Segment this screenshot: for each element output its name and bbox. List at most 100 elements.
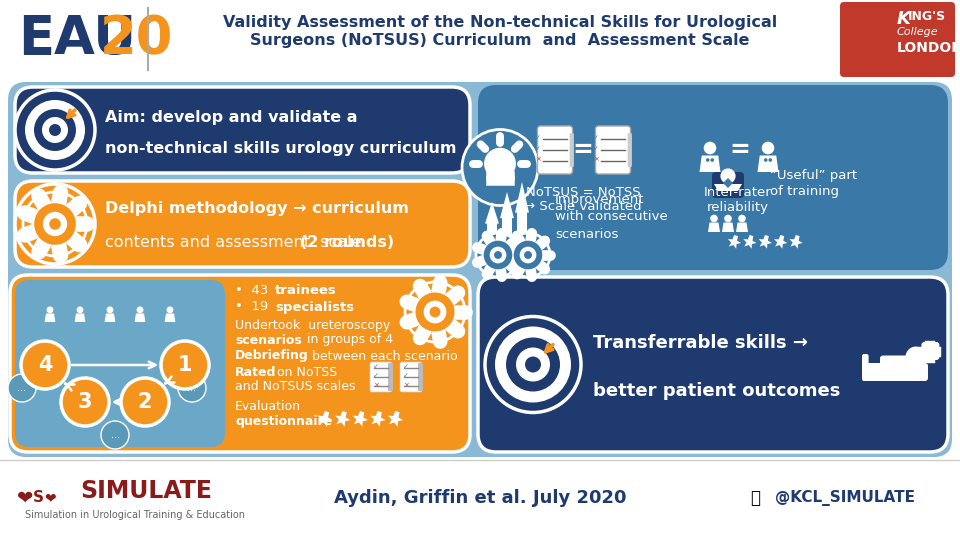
Polygon shape [318, 411, 333, 427]
Text: Simulation in Urological Training & Education: Simulation in Urological Training & Educ… [25, 510, 245, 520]
Text: specialists: specialists [275, 300, 354, 314]
Text: ✓: ✓ [373, 373, 379, 379]
Circle shape [485, 316, 581, 413]
Text: Rated: Rated [235, 366, 276, 379]
FancyBboxPatch shape [10, 275, 470, 452]
Circle shape [484, 148, 516, 180]
FancyBboxPatch shape [8, 82, 952, 457]
Text: in groups of 4: in groups of 4 [303, 334, 394, 347]
Text: Validity Assessment of the Non-technical Skills for Urological: Validity Assessment of the Non-technical… [223, 15, 778, 30]
Text: Surgeons (NoTSUS) Curriculum  and  Assessment Scale: Surgeons (NoTSUS) Curriculum and Assessm… [251, 32, 750, 48]
Text: trainees: trainees [275, 284, 337, 296]
Circle shape [495, 327, 571, 402]
Text: ...: ... [110, 430, 119, 440]
FancyBboxPatch shape [569, 133, 574, 167]
Polygon shape [44, 313, 56, 322]
FancyBboxPatch shape [418, 363, 423, 391]
Text: Transferrable skills →: Transferrable skills → [593, 334, 808, 353]
Circle shape [49, 124, 61, 136]
Circle shape [178, 374, 206, 402]
Polygon shape [774, 235, 787, 249]
Text: → Scale validated: → Scale validated [524, 200, 642, 213]
Text: 1: 1 [178, 355, 192, 375]
Text: scenarios: scenarios [555, 227, 618, 240]
Circle shape [23, 192, 87, 256]
Text: between each scenario: between each scenario [308, 349, 458, 362]
Circle shape [525, 356, 541, 373]
FancyBboxPatch shape [538, 126, 572, 174]
Circle shape [484, 241, 513, 269]
Text: (2 rounds): (2 rounds) [300, 235, 395, 251]
Text: @KCL_SIMULATE: @KCL_SIMULATE [775, 490, 915, 506]
FancyBboxPatch shape [0, 0, 960, 78]
FancyBboxPatch shape [840, 2, 955, 77]
Text: ×: × [403, 382, 409, 388]
Text: 3: 3 [78, 392, 92, 412]
Text: ✓: ✓ [535, 146, 540, 152]
Circle shape [519, 247, 537, 264]
Circle shape [15, 184, 95, 264]
Polygon shape [728, 235, 741, 249]
Text: questionnaire: questionnaire [235, 415, 332, 428]
Circle shape [516, 348, 550, 381]
Circle shape [167, 306, 174, 313]
Polygon shape [789, 235, 803, 249]
Text: Inter-rater: Inter-rater [704, 186, 772, 199]
Text: ✓: ✓ [403, 364, 409, 370]
Polygon shape [743, 235, 756, 249]
Circle shape [506, 233, 550, 277]
Text: ✓: ✓ [593, 146, 599, 152]
Polygon shape [500, 192, 514, 250]
FancyBboxPatch shape [862, 363, 928, 381]
Text: ✓: ✓ [403, 373, 409, 379]
Circle shape [21, 341, 69, 389]
Text: =: = [730, 138, 751, 162]
Text: ✓: ✓ [373, 364, 379, 370]
Polygon shape [736, 222, 748, 232]
FancyBboxPatch shape [595, 126, 631, 174]
Text: ✓: ✓ [593, 136, 599, 141]
Circle shape [34, 109, 76, 151]
Polygon shape [75, 313, 85, 322]
Circle shape [61, 378, 109, 426]
Text: and NoTSUS scales: and NoTSUS scales [235, 381, 355, 394]
FancyBboxPatch shape [400, 362, 422, 392]
Text: with consecutive: with consecutive [555, 211, 668, 224]
Text: •  19: • 19 [235, 300, 273, 314]
Text: contents and assessment  scale: contents and assessment scale [105, 235, 367, 251]
Circle shape [416, 293, 454, 332]
Polygon shape [352, 411, 368, 427]
Circle shape [494, 251, 502, 259]
Circle shape [42, 117, 68, 143]
FancyBboxPatch shape [370, 362, 392, 392]
Polygon shape [371, 411, 386, 427]
Circle shape [101, 421, 129, 449]
Text: ❤: ❤ [17, 489, 34, 508]
Text: ...: ... [187, 383, 197, 393]
Polygon shape [105, 313, 115, 322]
Polygon shape [335, 411, 350, 427]
Circle shape [136, 306, 143, 313]
Text: of training: of training [770, 186, 839, 199]
FancyBboxPatch shape [712, 172, 744, 198]
Text: K: K [897, 10, 911, 28]
Text: Delphi methodology → curriculum: Delphi methodology → curriculum [105, 201, 409, 216]
Text: ×: × [373, 382, 379, 388]
Text: non-technical skills urology curriculum: non-technical skills urology curriculum [105, 141, 457, 157]
Text: 4: 4 [37, 355, 52, 375]
Polygon shape [164, 313, 176, 322]
Text: on NoTSS: on NoTSS [273, 366, 337, 379]
Text: ×: × [535, 157, 540, 163]
Circle shape [47, 306, 54, 313]
Polygon shape [723, 178, 733, 188]
Circle shape [405, 282, 465, 342]
Circle shape [430, 307, 441, 318]
Text: NoTSUS = NoTSS: NoTSUS = NoTSS [526, 186, 640, 199]
Circle shape [8, 374, 36, 402]
Circle shape [49, 218, 60, 230]
Text: College: College [897, 27, 939, 37]
FancyBboxPatch shape [0, 460, 960, 540]
FancyBboxPatch shape [15, 181, 470, 267]
Polygon shape [722, 222, 734, 232]
Circle shape [462, 130, 538, 206]
